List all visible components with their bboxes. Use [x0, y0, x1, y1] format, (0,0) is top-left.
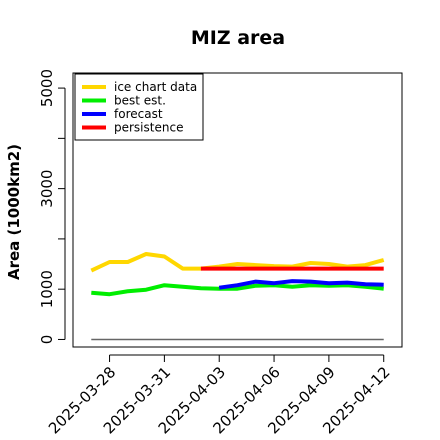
y-tick-label: 5000 [38, 69, 56, 107]
legend-label: forecast [114, 107, 163, 121]
chart-title: MIZ area [191, 27, 285, 49]
y-axis: 0 1000 3000 5000 [38, 69, 66, 345]
legend-label: persistence [114, 121, 183, 135]
y-axis-label: Area (1000km2) [5, 144, 23, 280]
series-line-best-est [91, 283, 384, 297]
series-layer [90, 252, 385, 341]
y-tick-label: 0 [38, 335, 56, 345]
series-line-ice-chart-data [90, 252, 385, 273]
series-line-forecast [218, 279, 384, 290]
legend-label: ice chart data [114, 80, 197, 94]
legend-label: best est. [114, 94, 166, 108]
x-axis: 2025-03-282025-03-312025-04-032025-04-06… [45, 354, 394, 437]
y-tick-label: 3000 [38, 170, 56, 208]
plot-frame [72, 72, 403, 348]
y-tick-label: 1000 [38, 270, 56, 308]
